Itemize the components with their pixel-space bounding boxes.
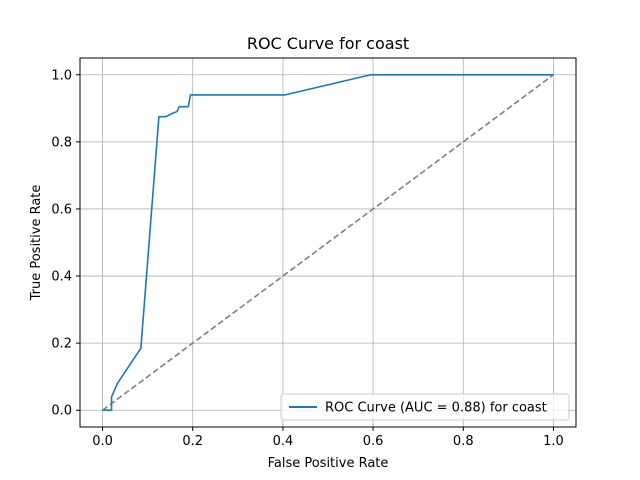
grid-layer — [80, 58, 576, 427]
chance-diagonal-line — [102, 74, 554, 411]
legend-label-roc: ROC Curve (AUC = 0.88) for coast — [325, 401, 547, 416]
tick-layer: 0.0 0.2 0.4 0.6 0.8 1.0 0.0 0.2 0.4 0.6 0.8 1.0 — [51, 68, 563, 449]
x-tick-label: 0.6 — [363, 434, 384, 449]
y-tick-label: 1.0 — [51, 68, 72, 83]
x-tick-label: 1.0 — [543, 434, 564, 449]
plot-frame — [79, 57, 577, 428]
y-tick-label: 0.8 — [51, 135, 72, 150]
y-tick-label: 0.6 — [51, 202, 72, 217]
x-axis-label: False Positive Rate — [268, 456, 389, 471]
legend: ROC Curve (AUC = 0.88) for coast — [280, 393, 570, 421]
series-layer — [102, 73, 554, 412]
x-tick-label: 0.2 — [182, 434, 203, 449]
y-tick-label: 0.2 — [51, 337, 72, 352]
roc-curve-line — [102, 73, 554, 412]
y-tick-label: 0.4 — [51, 270, 72, 285]
legend-box — [280, 393, 570, 421]
y-tick-label: 0.0 — [51, 404, 72, 419]
chart-title: ROC Curve for coast — [247, 34, 409, 53]
x-tick-label: 0.4 — [273, 434, 294, 449]
y-axis-label: True Positive Rate — [29, 185, 44, 302]
x-tick-label: 0.8 — [453, 434, 474, 449]
x-tick-label: 0.0 — [92, 434, 113, 449]
